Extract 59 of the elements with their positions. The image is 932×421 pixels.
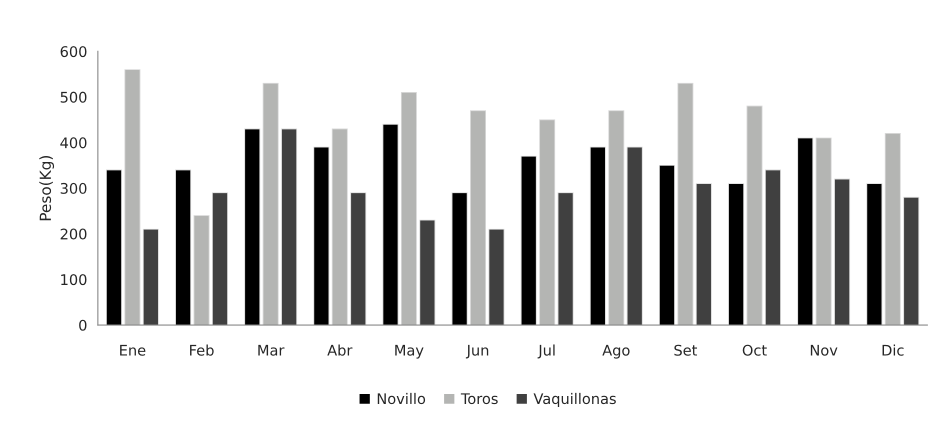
bar: [382, 124, 398, 326]
y-tick-label: 300: [60, 182, 86, 194]
bar: [400, 92, 417, 326]
bar: [332, 128, 348, 326]
bar: [212, 192, 228, 326]
y-tick-label: 100: [61, 274, 86, 286]
x-tick-label: Oct: [742, 344, 767, 356]
bar: [313, 146, 330, 326]
bar: [452, 192, 468, 326]
bar: [626, 146, 643, 326]
x-tick-label: Dic: [882, 344, 904, 356]
bar: [350, 192, 366, 326]
x-tick-label: Abr: [327, 344, 352, 356]
x-tick-label: Mar: [258, 344, 284, 356]
x-tick-label: Ene: [120, 344, 146, 356]
bar: [142, 228, 159, 326]
legend-label: Vaquillonas: [534, 392, 616, 407]
bar: [281, 128, 298, 326]
bar: [590, 146, 606, 326]
bar: [816, 138, 832, 326]
bar: [884, 133, 901, 326]
bar: [539, 119, 556, 326]
bar: [558, 192, 574, 326]
legend-label: Toros: [460, 393, 498, 404]
bar: [419, 220, 436, 326]
x-tick-label: Nov: [810, 344, 838, 356]
bar: [746, 106, 763, 326]
y-tick-label: 600: [60, 46, 86, 58]
bar: [106, 170, 122, 326]
bar: [262, 82, 279, 326]
bar: [866, 183, 882, 326]
bar: [677, 82, 694, 326]
bar: [520, 156, 537, 326]
x-tick-label: May: [395, 344, 424, 359]
bar: [124, 69, 140, 326]
x-tick-label: Feb: [190, 344, 214, 356]
x-tick-label: Ago: [602, 344, 630, 359]
y-axis-title: Peso(Kg): [39, 156, 54, 220]
bar: [488, 228, 504, 326]
y-tick-label: 400: [60, 137, 86, 148]
x-tick-label: Set: [674, 344, 698, 356]
x-tick-label: Jun: [466, 344, 488, 358]
bar: [608, 110, 624, 326]
legend-label: Novillo: [378, 392, 426, 404]
bar: [797, 138, 814, 326]
bar: [175, 170, 192, 326]
bar: [834, 178, 850, 326]
bar: [470, 110, 486, 326]
bar: [903, 196, 920, 326]
bar: [764, 170, 781, 326]
bar: [728, 183, 744, 326]
y-tick-label: 500: [60, 92, 86, 103]
bar: [659, 164, 675, 326]
x-tick-label: Jul: [538, 344, 555, 358]
y-tick-label: 0: [79, 320, 86, 331]
bar: [696, 183, 712, 326]
y-tick-label: 200: [60, 228, 86, 240]
bar: [194, 215, 210, 326]
bar: [244, 128, 260, 326]
